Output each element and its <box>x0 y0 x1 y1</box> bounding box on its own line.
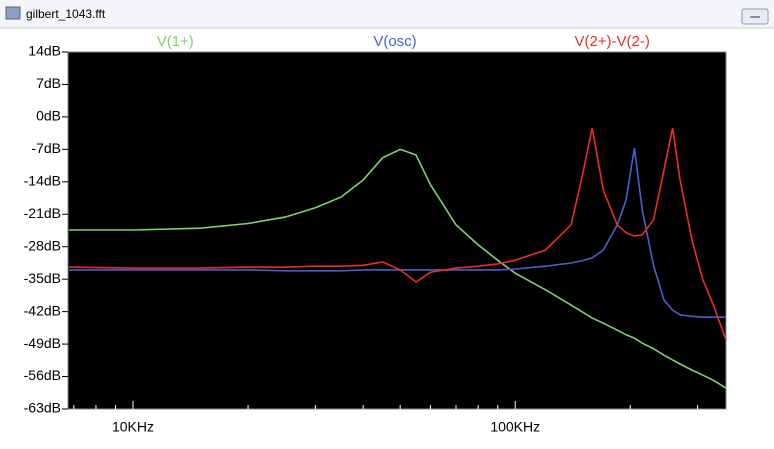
window-icon <box>5 6 21 20</box>
series-line <box>69 148 727 389</box>
title-bar <box>0 0 774 28</box>
y-tick-label: 14dB <box>28 43 61 59</box>
y-tick-label: -21dB <box>24 205 61 221</box>
x-tick-label: 100KHz <box>490 419 540 435</box>
y-tick-label: -56dB <box>24 367 61 383</box>
y-tick-label: -28dB <box>24 237 61 253</box>
y-tick-label: -14dB <box>24 173 61 189</box>
x-tick-label: 10KHz <box>112 419 154 435</box>
legend-label: V(1+) <box>157 33 194 50</box>
plot-area <box>67 51 727 410</box>
legend-label: V(2+)-V(2-) <box>574 33 649 50</box>
y-tick-label: -35dB <box>24 270 61 286</box>
y-tick-label: 0dB <box>36 108 61 124</box>
y-tick-label: -42dB <box>24 302 61 318</box>
series-line <box>69 147 726 318</box>
y-tick-label: -7dB <box>31 140 61 156</box>
window-title: gilbert_1043.fft <box>26 7 106 21</box>
series-line <box>68 127 727 341</box>
y-tick-label: -63dB <box>24 400 61 416</box>
y-tick-label: -49dB <box>24 335 61 351</box>
y-tick-label: 7dB <box>36 75 61 91</box>
legend-label: V(osc) <box>373 33 416 50</box>
